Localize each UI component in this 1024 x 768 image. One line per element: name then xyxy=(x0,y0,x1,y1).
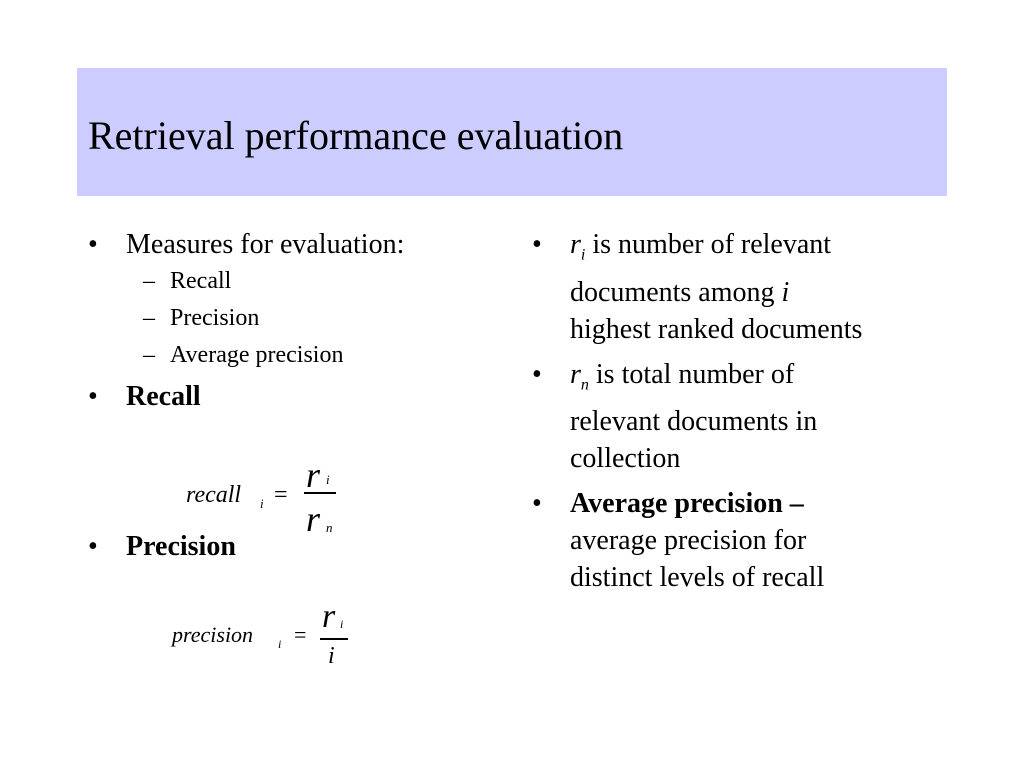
measures-label: Measures for evaluation: xyxy=(126,229,405,260)
slide-title: Retrieval performance evaluation xyxy=(88,113,624,158)
formula-lhs-sub: i xyxy=(260,496,264,511)
formula-num-sub: i xyxy=(340,617,344,631)
rn-sub: n xyxy=(580,376,589,394)
ap-line3: distinct levels of recall xyxy=(570,562,825,594)
formula-den: r xyxy=(306,499,321,539)
dash-icon: – xyxy=(143,268,155,294)
formula-eq: = xyxy=(274,482,288,508)
bullet-dot-icon: • xyxy=(88,229,98,260)
bullet-precision: • Precision xyxy=(88,528,508,565)
rn-line3: collection xyxy=(570,443,681,475)
right-column: • ri is number of relevant documents amo… xyxy=(532,226,952,596)
bullet-average-precision: • Average precision – average precision … xyxy=(532,485,952,596)
ri-sub: i xyxy=(580,246,586,264)
ri-line3: highest ranked documents xyxy=(570,313,863,345)
ri-line2-var: i xyxy=(781,276,790,308)
formula-eq: = xyxy=(294,622,307,647)
sub-item-precision: – Precision xyxy=(88,300,508,337)
formula-lhs-sub: i xyxy=(278,637,282,651)
ap-line2: average precision for xyxy=(570,525,807,557)
sub-item-label: Recall xyxy=(170,268,232,294)
ri-line2: documents among xyxy=(570,276,782,308)
formula-lhs: precision xyxy=(172,622,254,647)
formula-num-sub: i xyxy=(326,472,330,487)
sub-item-label: Precision xyxy=(170,305,260,331)
rn-line1: is total number of xyxy=(588,358,795,390)
rn-var: r xyxy=(570,358,581,390)
precision-formula: precision i = r i i xyxy=(172,600,362,680)
left-column: • Measures for evaluation: – Recall – Pr… xyxy=(88,226,508,415)
recall-heading: Recall xyxy=(126,381,201,412)
formula-den-sub: n xyxy=(326,520,333,535)
fraction-line xyxy=(304,492,336,494)
dash-icon: – xyxy=(143,342,155,368)
precision-heading: Precision xyxy=(126,531,236,562)
formula-num: r xyxy=(322,598,336,635)
sub-item-average-precision: – Average precision xyxy=(88,337,508,374)
bullet-dot-icon: • xyxy=(88,531,98,562)
formula-num: r xyxy=(306,455,321,495)
recall-formula: recall i = r i r n xyxy=(186,455,346,545)
fraction-line xyxy=(320,638,348,640)
rn-line2: relevant documents in xyxy=(570,406,818,438)
bullet-dot-icon: • xyxy=(88,381,98,412)
bullet-recall: • Recall xyxy=(88,378,508,415)
left-column-lower: • Precision xyxy=(88,528,508,565)
dash-icon: – xyxy=(143,305,155,331)
bullet-ri: • ri is number of relevant documents amo… xyxy=(532,226,952,348)
ri-line1: is number of relevant xyxy=(585,229,832,260)
bullet-dot-icon: • xyxy=(532,488,542,520)
sub-item-label: Average precision xyxy=(170,342,344,368)
bullet-dot-icon: • xyxy=(532,229,542,260)
formula-lhs: recall xyxy=(186,482,242,508)
title-bar: Retrieval performance evaluation xyxy=(77,68,947,196)
bullet-measures: • Measures for evaluation: xyxy=(88,226,508,263)
sub-item-recall: – Recall xyxy=(88,263,508,300)
ri-var: r xyxy=(570,229,581,260)
bullet-rn: • rn is total number of relevant documen… xyxy=(532,356,952,478)
formula-den: i xyxy=(328,643,335,669)
ap-heading: Average precision – xyxy=(570,488,804,520)
bullet-dot-icon: • xyxy=(532,358,542,390)
